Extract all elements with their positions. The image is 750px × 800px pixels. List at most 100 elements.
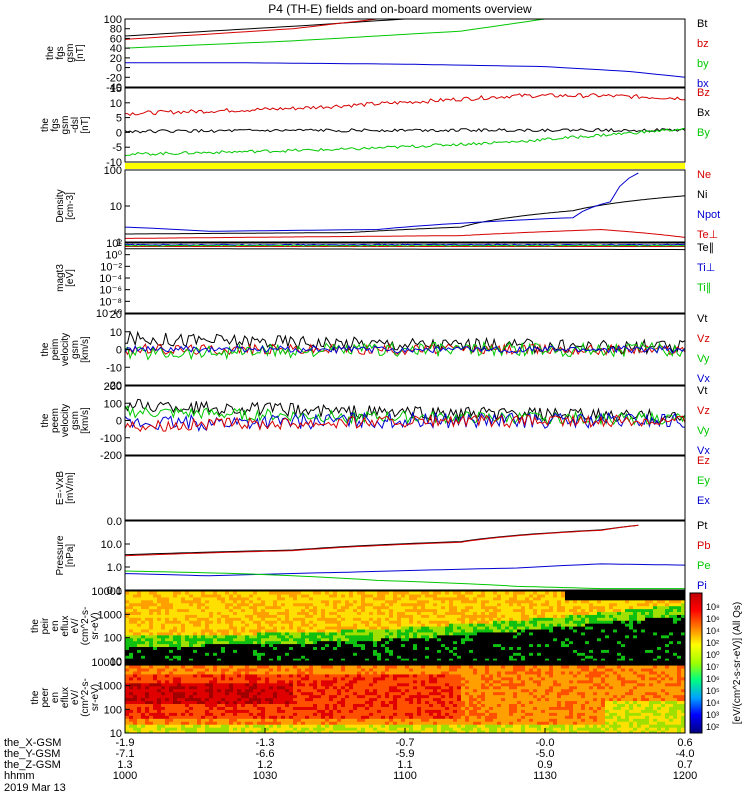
spectrogram-cell	[217, 667, 222, 672]
spectrogram-cell	[265, 637, 270, 642]
spectrogram-cell	[181, 676, 186, 681]
spectrogram-cell	[577, 608, 582, 613]
spectrogram-cell	[129, 694, 134, 699]
ylabel-line: gsm	[65, 44, 76, 63]
spectrogram-cell	[157, 673, 162, 678]
spectrogram-cell	[577, 652, 582, 656]
spectrogram-cell	[281, 715, 286, 719]
spectrogram-cell	[161, 620, 166, 624]
spectrogram-cell	[249, 637, 254, 642]
spectrogram-cell	[505, 593, 510, 598]
spectrogram-cell	[337, 673, 342, 678]
spectrogram-cell	[221, 623, 226, 627]
spectrogram-cell	[245, 670, 250, 675]
spectrogram-cell	[613, 634, 618, 639]
spectrogram-cell	[161, 649, 166, 653]
spectrogram-cell	[213, 655, 218, 659]
spectrogram-cell	[349, 640, 354, 645]
spectrogram-cell	[165, 608, 170, 613]
spectrogram-cell	[673, 608, 678, 613]
spectrogram-cell	[261, 614, 266, 618]
spectrogram-cell	[337, 718, 342, 722]
spectrogram-cell	[125, 709, 130, 713]
spectrogram-cell	[157, 700, 162, 705]
spectrogram-cell	[401, 611, 406, 615]
spectrogram-cell	[161, 646, 166, 650]
spectrogram-cell	[193, 626, 198, 630]
spectrogram-cell	[173, 721, 178, 725]
spectrogram-cell	[353, 591, 358, 595]
spectrogram-cell	[465, 596, 470, 601]
spectrogram-cell	[325, 605, 330, 610]
spectrogram-cell	[461, 617, 466, 621]
spectrogram-cell	[597, 611, 602, 615]
spectrogram-cell	[157, 652, 162, 656]
spectrogram-cell	[245, 617, 250, 621]
spectrogram-cell	[581, 631, 586, 636]
spectrogram-cell	[141, 655, 146, 659]
spectrogram-cell	[665, 637, 670, 642]
spectrogram-cell	[353, 721, 358, 725]
spectrogram-cell	[377, 620, 382, 624]
spectrogram-cell	[429, 591, 434, 595]
spectrogram-cell	[597, 608, 602, 613]
spectrogram-cell	[313, 703, 318, 707]
spectrogram-cell	[301, 617, 306, 621]
spectrogram-cell	[173, 703, 178, 707]
spectrogram-cell	[189, 649, 194, 653]
spectrogram-cell	[161, 691, 166, 696]
spectrogram-cell	[229, 593, 234, 598]
spectrogram-cell	[185, 730, 190, 733]
spectrogram-cell	[413, 626, 418, 630]
spectrogram-cell	[609, 596, 614, 601]
spectrogram-cell	[261, 643, 266, 648]
spectrogram-cell	[265, 643, 270, 648]
spectrogram-cell	[521, 634, 526, 639]
spectrogram-cell	[349, 694, 354, 699]
spectrogram-cell	[169, 682, 174, 687]
spectrogram-cell	[301, 602, 306, 607]
spectrogram-cell	[225, 662, 230, 666]
spectrogram-cell	[237, 673, 242, 678]
spectrogram-cell	[261, 667, 266, 672]
spectrogram-cell	[353, 611, 358, 615]
spectrogram-cell	[293, 614, 298, 618]
spectrogram-cell	[229, 649, 234, 653]
spectrogram-cell	[433, 596, 438, 601]
spectrogram-cell	[193, 591, 198, 595]
spectrogram-cell	[673, 626, 678, 630]
spectrogram-cell	[409, 623, 414, 627]
spectrogram-cell	[329, 646, 334, 650]
spectrogram-cell	[145, 605, 150, 610]
spectrogram-cell	[341, 694, 346, 699]
spectrogram-cell	[261, 706, 266, 710]
spectrogram-cell	[413, 608, 418, 613]
spectrogram-cell	[661, 614, 666, 618]
spectrogram-cell	[617, 623, 622, 627]
spectrogram-cell	[341, 715, 346, 719]
spectrogram-cell	[125, 724, 130, 728]
spectrogram-cell	[169, 620, 174, 624]
spectrogram-cell	[621, 634, 626, 639]
spectrogram-cell	[209, 709, 214, 713]
spectrogram-cell	[581, 646, 586, 650]
spectrogram-cell	[241, 608, 246, 613]
spectrogram-cell	[149, 646, 154, 650]
spectrogram-cell	[137, 700, 142, 705]
spectrogram-cell	[613, 593, 618, 598]
spectrogram-cell	[613, 643, 618, 648]
spectrogram-cell	[297, 724, 302, 728]
spectrogram-cell	[213, 634, 218, 639]
spectrogram-cell	[665, 620, 670, 624]
spectrogram-cell	[381, 637, 386, 642]
spectrogram-cell	[601, 652, 606, 656]
spectrogram-cell	[673, 611, 678, 615]
spectrogram-cell	[597, 617, 602, 621]
spectrogram-cell	[149, 724, 154, 728]
series-Bx	[125, 127, 685, 134]
spectrogram-cell	[233, 670, 238, 675]
spectrogram-cell	[629, 655, 634, 659]
spectrogram-cell	[509, 649, 514, 653]
spectrogram-cell	[341, 718, 346, 722]
spectrogram-cell	[385, 649, 390, 653]
